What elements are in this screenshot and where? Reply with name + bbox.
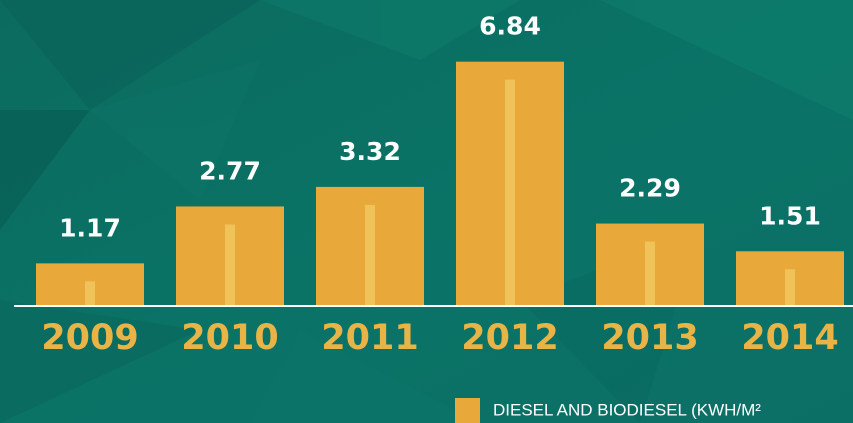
value-label: 2.77 bbox=[199, 156, 261, 185]
bar-highlight bbox=[645, 241, 655, 305]
x-tick-label: 2014 bbox=[741, 318, 838, 358]
x-tick-label: 2011 bbox=[321, 318, 418, 358]
bar-highlight bbox=[785, 269, 795, 305]
bar-highlight bbox=[365, 204, 375, 305]
bar-highlight bbox=[505, 79, 515, 305]
x-tick-label: 2013 bbox=[601, 318, 698, 358]
value-label: 3.32 bbox=[339, 137, 401, 166]
value-label: 1.17 bbox=[59, 213, 121, 242]
x-tick-label: 2010 bbox=[181, 318, 278, 358]
value-label: 2.29 bbox=[619, 174, 681, 203]
value-label: 6.84 bbox=[479, 12, 541, 41]
x-tick-label: 2009 bbox=[41, 318, 138, 358]
x-tick-label: 2012 bbox=[461, 318, 558, 358]
bar-highlight bbox=[85, 281, 95, 305]
legend-swatch bbox=[455, 398, 480, 423]
bar-highlight bbox=[225, 224, 235, 305]
value-label: 1.51 bbox=[759, 201, 821, 230]
legend-label: DIESEL AND BIODIESEL (KWH/M² bbox=[493, 400, 761, 419]
